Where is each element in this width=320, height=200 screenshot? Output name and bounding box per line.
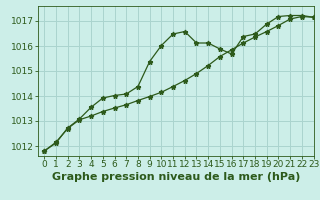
X-axis label: Graphe pression niveau de la mer (hPa): Graphe pression niveau de la mer (hPa) bbox=[52, 172, 300, 182]
